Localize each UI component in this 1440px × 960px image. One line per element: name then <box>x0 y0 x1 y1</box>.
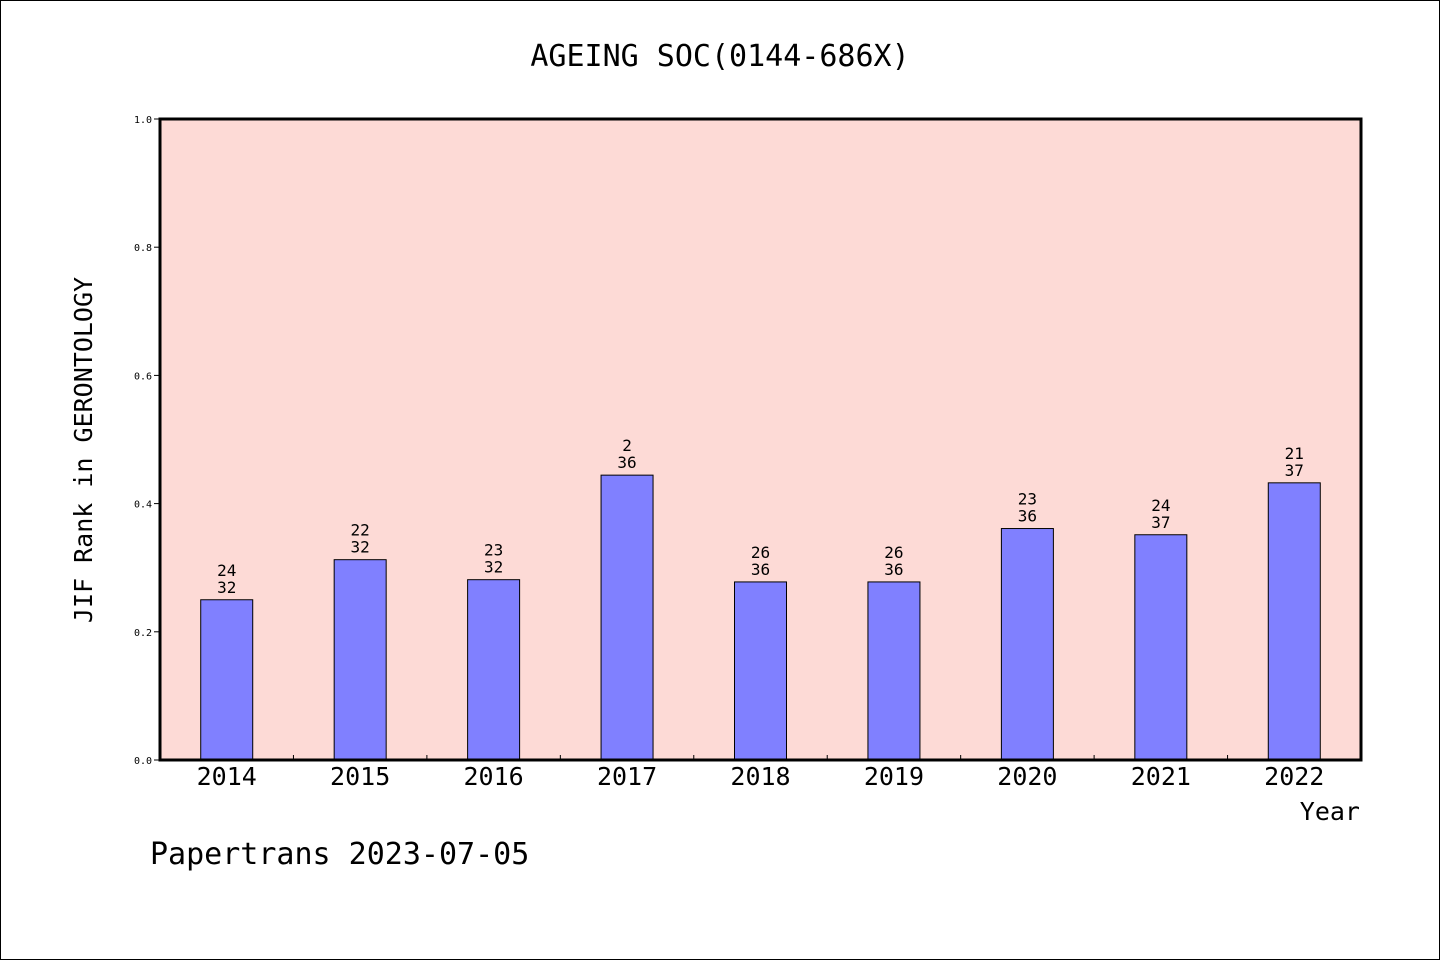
bar-2015 <box>333 559 387 761</box>
bar-2021 <box>1134 534 1188 761</box>
bar-label-rank: 24 <box>217 561 236 580</box>
bar-2019 <box>867 581 921 761</box>
bar-label-rank: 26 <box>751 543 770 562</box>
bars-group <box>200 474 1321 761</box>
bar-label-total: 36 <box>617 453 636 472</box>
bar-label-rank: 26 <box>884 543 903 562</box>
bar-2018 <box>734 581 787 761</box>
y-tick-label: 0.2 <box>134 628 152 639</box>
bar-label-rank: 23 <box>484 541 503 560</box>
bar-label-rank: 2 <box>622 436 632 455</box>
y-axis-label: JIF Rank in GERONTOLOGY <box>69 277 98 623</box>
chart-title: AGEING SOC(0144-686X) <box>530 39 909 74</box>
x-axis: 2014 2015 2016 2017 2018 2019 2020 2021 2022 <box>197 755 1324 791</box>
x-tick-label: 2022 <box>1264 762 1324 791</box>
bar-2022 <box>1267 482 1321 761</box>
bar-label-rank: 24 <box>1151 496 1170 515</box>
bar-label-total: 37 <box>1285 461 1304 480</box>
x-axis-label: Year <box>1300 797 1360 826</box>
y-tick-label: 0.8 <box>134 243 152 254</box>
bar-label-rank: 23 <box>1018 490 1037 509</box>
y-axis: 0.0 0.2 0.4 0.6 0.8 1.0 <box>134 115 160 767</box>
bar-label-total: 37 <box>1151 513 1170 532</box>
x-tick-label: 2015 <box>330 762 390 791</box>
bar-label-rank: 22 <box>351 521 370 540</box>
x-tick-label: 2014 <box>197 762 257 791</box>
x-tick-label: 2020 <box>997 762 1057 791</box>
x-tick-label: 2017 <box>597 762 657 791</box>
bar-label-total: 32 <box>484 558 503 577</box>
bar-2017 <box>600 474 654 761</box>
bar-label-total: 36 <box>1018 507 1037 526</box>
y-tick-label: 0.4 <box>134 500 152 511</box>
x-tick-label: 2021 <box>1131 762 1191 791</box>
y-tick-label: 0.0 <box>134 756 152 767</box>
bar-label-total: 36 <box>751 560 770 579</box>
x-tick-label: 2019 <box>864 762 924 791</box>
x-tick-label: 2016 <box>464 762 524 791</box>
plot-border <box>158 117 1363 762</box>
bar-label-total: 32 <box>351 538 370 557</box>
y-tick-label: 1.0 <box>134 115 152 126</box>
bar-label-total: 36 <box>884 560 903 579</box>
bar-2016 <box>467 579 521 761</box>
x-tick-label: 2018 <box>730 762 790 791</box>
bar-2014 <box>200 599 254 761</box>
bar-label-total: 32 <box>217 578 236 597</box>
bar-2020 <box>1000 528 1054 761</box>
footer-text: Papertrans 2023-07-05 <box>150 837 529 872</box>
y-tick-label: 0.6 <box>134 371 152 382</box>
bar-label-rank: 21 <box>1285 444 1304 463</box>
